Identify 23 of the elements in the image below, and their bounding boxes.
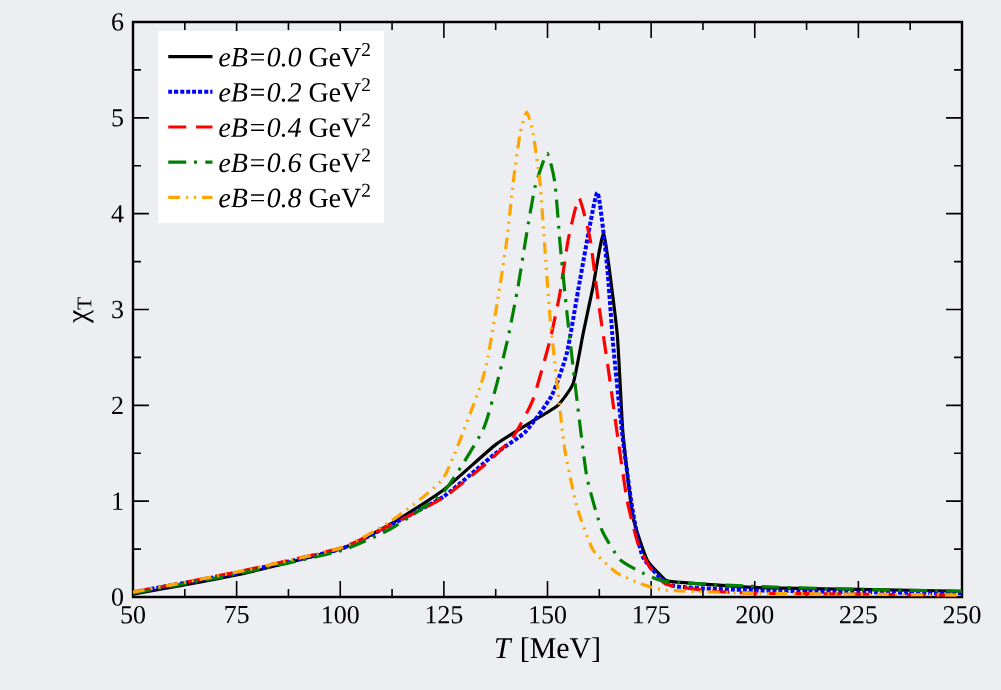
legend-label: eB=0.6 GeV$^{2}$: [219, 148, 370, 173]
legend-label: eB=0.8 GeV$^{2}$: [219, 183, 370, 208]
legend-label: eB=0.2 GeV$^{2}$: [219, 78, 370, 102]
y-tick-label: 3: [112, 300, 123, 319]
x-tick-label: 250: [943, 606, 981, 624]
x-tick-label: 75: [225, 606, 249, 624]
legend-label: eB=0.4 GeV$^{2}$: [219, 113, 370, 138]
x-tick-label: 200: [736, 606, 774, 624]
y-axis-title: χ$_{T}$: [73, 297, 94, 324]
y-tick-label: 0: [112, 588, 123, 606]
x-axis-title: T [MeV]: [495, 637, 599, 662]
y-tick-label: 5: [112, 109, 123, 127]
x-tick-label: 50: [121, 606, 145, 624]
x-tick-label: 125: [426, 606, 463, 624]
legend-label: eB=0.0 GeV$^{2}$: [219, 42, 370, 67]
x-tick-label: 150: [530, 606, 566, 624]
y-tick-label: 6: [112, 13, 124, 31]
x-tick-label: 100: [323, 606, 359, 624]
y-tick-label: 4: [111, 205, 124, 223]
x-tick-label: 175: [633, 606, 670, 624]
y-tick-label: 2: [112, 396, 123, 414]
x-tick-label: 225: [840, 606, 877, 624]
y-tick-label: 1: [113, 492, 123, 510]
